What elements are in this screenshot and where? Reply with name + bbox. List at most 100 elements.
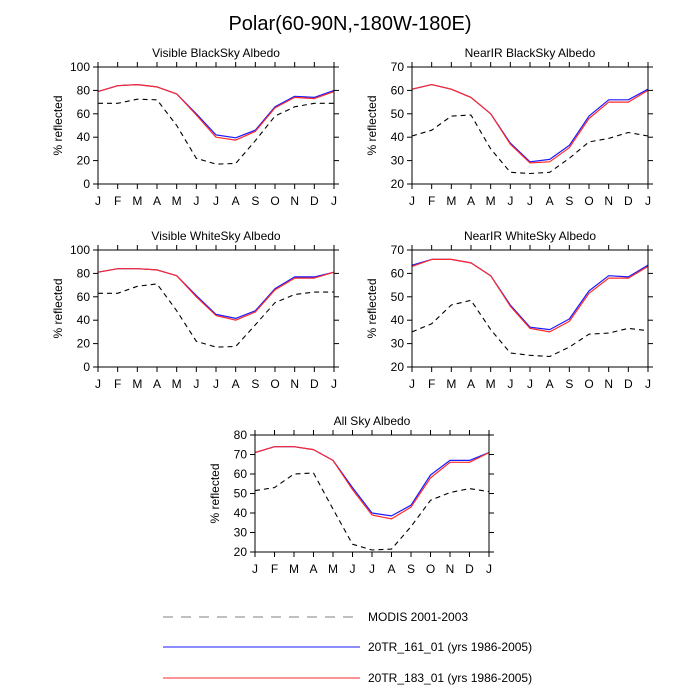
x-tick-label: D	[624, 377, 633, 391]
panel-title: Visible WhiteSky Albedo	[151, 229, 281, 243]
x-tick-label: J	[350, 562, 356, 576]
y-tick-label: 30	[391, 154, 405, 168]
x-tick-label: D	[310, 377, 319, 391]
x-tick-label: J	[507, 377, 513, 391]
panel-title: All Sky Albedo	[334, 414, 411, 428]
x-tick-label: F	[271, 562, 278, 576]
y-axis-label: % reflected	[51, 278, 65, 338]
x-tick-label: O	[426, 562, 435, 576]
y-tick-label: 70	[391, 243, 405, 257]
x-tick-label: N	[604, 377, 613, 391]
x-tick-label: M	[172, 377, 182, 391]
y-tick-label: 80	[234, 428, 248, 442]
x-tick-label: J	[95, 377, 101, 391]
series-line-modis	[98, 98, 334, 165]
x-tick-label: J	[645, 194, 651, 208]
x-tick-label: O	[584, 377, 593, 391]
panel-nearir-blacksky: NearIR BlackSky Albedo % reflected 20 30 40 5…	[365, 46, 653, 208]
legend-label-183: 20TR_183_01 (yrs 1986-2005)	[368, 671, 532, 685]
panel-title: NearIR BlackSky Albedo	[465, 46, 596, 60]
y-tick-label: 40	[234, 506, 248, 520]
x-tick-label: J	[331, 377, 337, 391]
x-tick-label: J	[645, 377, 651, 391]
x-tick-label: F	[428, 194, 435, 208]
series-line-run161	[254, 446, 490, 517]
x-tick-label: M	[172, 194, 182, 208]
legend: MODIS 2001-2003 20TR_161_01 (yrs 1986-20…	[163, 610, 532, 685]
legend-label-modis: MODIS 2001-2003	[368, 610, 468, 624]
x-tick-label: S	[407, 562, 415, 576]
y-axis-label: % reflected	[365, 278, 379, 338]
x-tick-label: M	[328, 562, 338, 576]
x-tick-label: D	[624, 194, 633, 208]
panel-title: NearIR WhiteSky Albedo	[464, 229, 596, 243]
x-tick-label: O	[270, 377, 279, 391]
x-tick-label: J	[252, 562, 258, 576]
legend-label-161: 20TR_161_01 (yrs 1986-2005)	[368, 640, 532, 654]
x-tick-label: A	[153, 377, 161, 391]
series-line-run183	[254, 446, 490, 520]
plot-frame	[254, 434, 490, 553]
y-tick-label: 40	[391, 313, 405, 327]
x-tick-label: N	[290, 194, 299, 208]
x-tick-label: A	[309, 562, 317, 576]
x-tick-label: M	[132, 377, 142, 391]
x-tick-label: A	[467, 194, 475, 208]
x-tick-label: S	[251, 377, 259, 391]
y-tick-label: 100	[70, 60, 90, 74]
x-tick-label: J	[486, 562, 492, 576]
y-tick-label: 50	[391, 107, 405, 121]
x-tick-label: J	[193, 377, 199, 391]
panel-title: Visible BlackSky Albedo	[152, 46, 280, 60]
x-tick-label: A	[232, 377, 240, 391]
x-tick-label: F	[428, 377, 435, 391]
x-tick-label: M	[446, 377, 456, 391]
y-tick-label: 20	[391, 177, 405, 191]
y-axis-label: % reflected	[51, 95, 65, 155]
panel-visible-whitesky: Visible WhiteSky Albedo % reflected 0 20 40 6…	[51, 229, 339, 391]
y-tick-label: 60	[234, 467, 248, 481]
x-tick-label: F	[114, 377, 121, 391]
y-tick-label: 20	[77, 337, 91, 351]
panel-nearir-whitesky: NearIR WhiteSky Albedo % reflected 20 30 40 5…	[365, 229, 653, 391]
series-line-modis	[411, 299, 649, 358]
y-axis-label: % reflected	[208, 463, 222, 523]
series-line-run161	[411, 83, 649, 163]
y-tick-label: 40	[77, 313, 91, 327]
y-tick-label: 20	[234, 545, 248, 559]
x-tick-label: O	[584, 194, 593, 208]
x-tick-label: J	[507, 194, 513, 208]
y-tick-label: 40	[391, 130, 405, 144]
y-tick-label: 70	[391, 60, 405, 74]
y-tick-label: 20	[391, 360, 405, 374]
y-tick-label: 60	[77, 290, 91, 304]
x-tick-label: J	[95, 194, 101, 208]
x-tick-label: J	[527, 377, 533, 391]
y-tick-label: 50	[391, 290, 405, 304]
x-tick-label: J	[213, 194, 219, 208]
x-tick-label: S	[565, 377, 573, 391]
x-tick-label: N	[604, 194, 613, 208]
series-line-run183	[97, 268, 335, 321]
x-tick-label: A	[546, 194, 554, 208]
plot-frame	[411, 66, 649, 185]
y-tick-label: 0	[83, 177, 90, 191]
plot-frame	[97, 249, 335, 368]
x-tick-label: A	[387, 562, 395, 576]
x-tick-label: A	[467, 377, 475, 391]
plot-frame	[411, 249, 649, 368]
y-tick-label: 0	[83, 360, 90, 374]
x-tick-label: O	[270, 194, 279, 208]
panel-all-sky: All Sky Albedo % reflected 20 30 40 50 60 70 80 J…	[208, 414, 494, 576]
series-line-run183	[411, 83, 649, 164]
x-tick-label: J	[527, 194, 533, 208]
x-tick-label: M	[132, 194, 142, 208]
panel-visible-blacksky: Visible BlackSky Albedo % reflected 0 20 40 6…	[51, 46, 339, 208]
series-line-run161	[97, 83, 335, 139]
y-tick-label: 100	[70, 243, 90, 257]
x-tick-label: J	[409, 377, 415, 391]
x-tick-label: D	[465, 562, 474, 576]
x-tick-label: A	[153, 194, 161, 208]
y-axis-label: % reflected	[365, 95, 379, 155]
